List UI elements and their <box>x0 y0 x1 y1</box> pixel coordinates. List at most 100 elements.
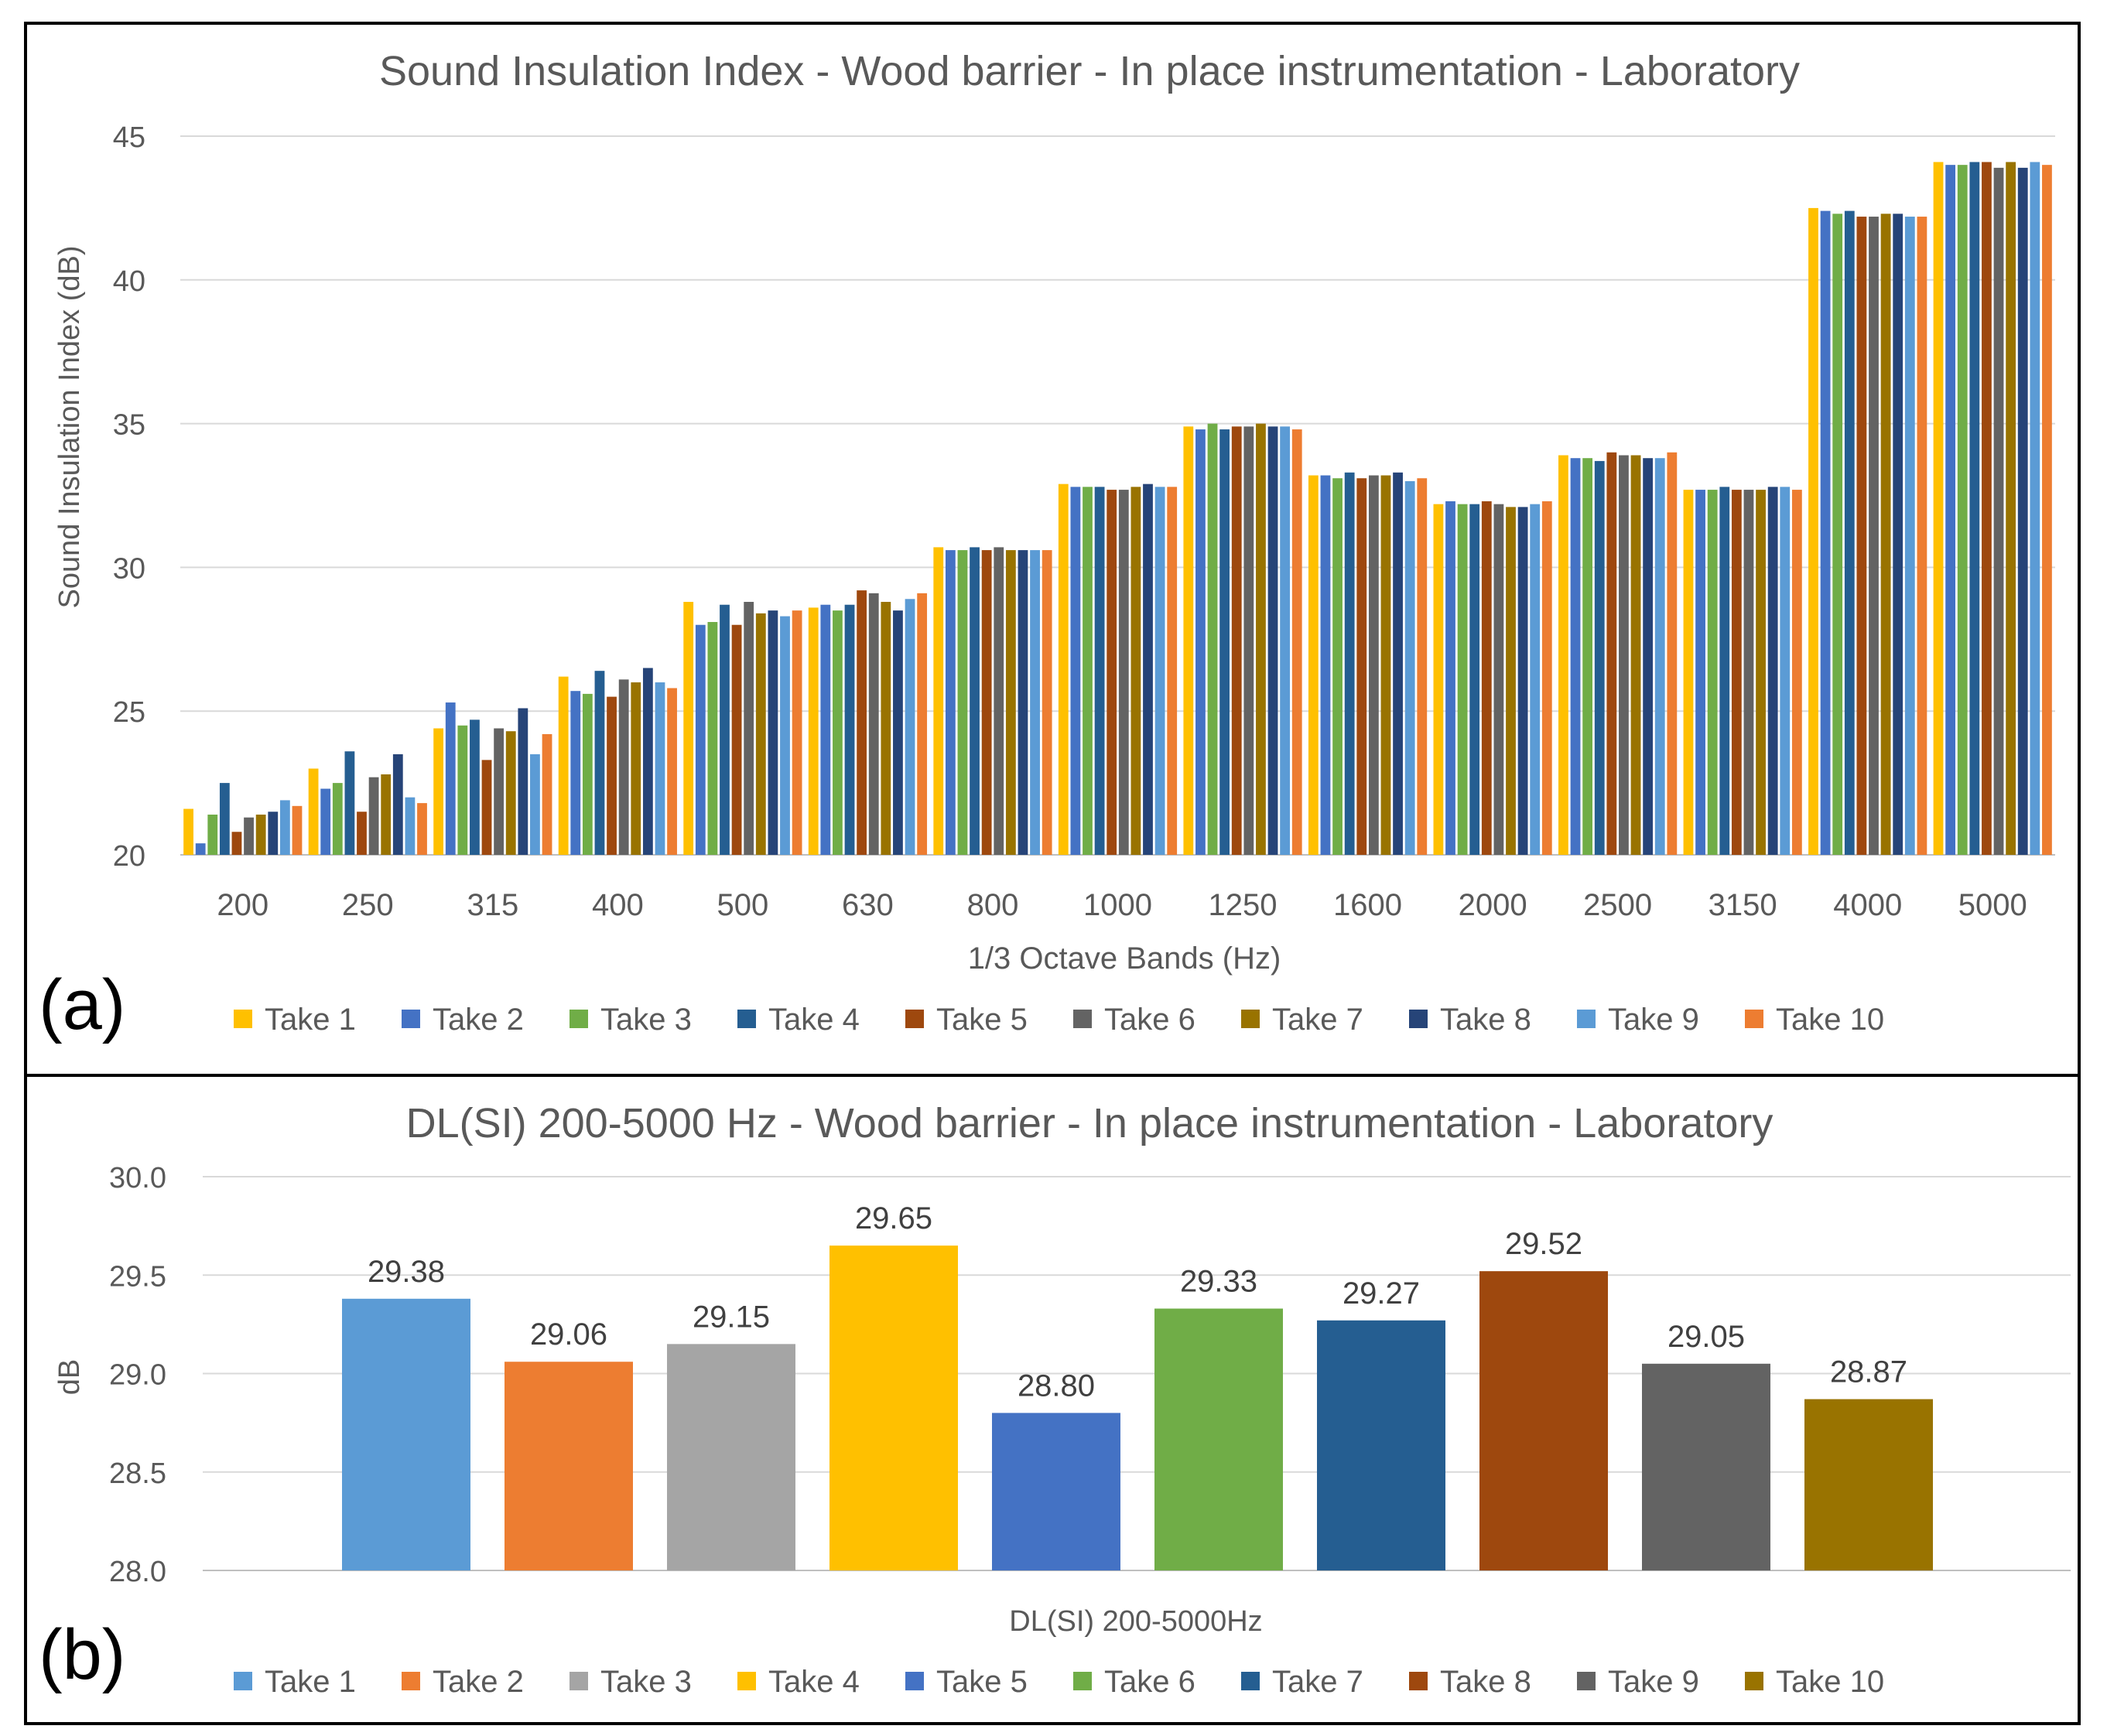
chart-b-legend-swatch <box>1745 1672 1763 1690</box>
chart-b-data-label: 29.15 <box>693 1300 770 1334</box>
chart-a-bar <box>357 812 367 855</box>
chart-a-y-tick-label: 30 <box>113 552 145 585</box>
panel-b: DL(SI) 200-5000 Hz - Wood barrier - In p… <box>24 1074 2081 1725</box>
chart-a-bar <box>1267 426 1278 855</box>
chart-b-data-label: 28.80 <box>1018 1369 1095 1403</box>
chart-a-bar <box>255 814 266 855</box>
chart-a-bar <box>268 812 279 855</box>
chart-a-bar <box>1445 501 1455 855</box>
chart-a-x-tick-label: 1250 <box>1209 888 1278 922</box>
chart-a-bar <box>530 754 540 855</box>
chart-a-bar <box>1743 490 1754 855</box>
chart-b-x-axis-label: DL(SI) 200-5000Hz <box>1009 1605 1262 1638</box>
chart-a-bar <box>1094 487 1105 855</box>
chart-a-y-tick-label: 25 <box>113 696 145 729</box>
chart-b-data-label: 28.87 <box>1830 1355 1907 1389</box>
chart-b-legend-label: Take 5 <box>936 1665 1028 1699</box>
panel-b-label: (b) <box>39 1615 125 1694</box>
chart-a-bar <box>320 788 331 855</box>
chart-b-legend-label: Take 4 <box>768 1665 860 1699</box>
chart-a-x-tick-label: 3150 <box>1709 888 1777 922</box>
chart-a-bar <box>1594 460 1605 855</box>
chart-a-bar <box>570 691 581 855</box>
chart-a-bar <box>244 817 254 855</box>
chart-a-bar <box>1042 550 1052 855</box>
chart-a-bar <box>381 774 392 855</box>
chart-a-bar <box>1356 478 1367 855</box>
chart-b-bar <box>1154 1308 1283 1570</box>
chart-a-bar <box>1917 217 1927 856</box>
chart-a-x-tick-label: 4000 <box>1833 888 1902 922</box>
chart-a-bar <box>219 783 230 855</box>
chart-b-y-ticks: 28.0 28.5 29.0 29.5 30.0 <box>109 1162 166 1588</box>
chart-a-legend-label: Take 3 <box>600 1003 692 1037</box>
chart-b-bar <box>1642 1363 1770 1570</box>
chart-a-bar <box>607 696 617 855</box>
chart-a-bar <box>1231 426 1242 855</box>
chart-a-bar <box>332 783 343 855</box>
chart-a-bar <box>618 679 629 855</box>
chart-b-legend-swatch <box>1241 1672 1260 1690</box>
chart-b-legend-swatch <box>1073 1672 1092 1690</box>
chart-a-bar <box>470 719 480 855</box>
chart-a-bar <box>1344 472 1355 855</box>
chart-a-bar <box>1619 455 1629 855</box>
chart-a-bar <box>1683 490 1694 855</box>
chart-a-bar <box>994 547 1004 855</box>
chart-b-bar <box>992 1413 1120 1570</box>
chart-a-bar <box>868 593 879 855</box>
chart-b-y-tick-label: 29.5 <box>109 1260 166 1293</box>
chart-a-bar <box>768 610 778 855</box>
chart-b-legend-swatch <box>570 1672 588 1690</box>
chart-b-legend-label: Take 6 <box>1104 1665 1195 1699</box>
chart-a-legend-label: Take 6 <box>1104 1003 1195 1037</box>
chart-b-y-tick-label: 29.0 <box>109 1359 166 1392</box>
chart-a-gridlines <box>180 135 2055 856</box>
chart-a-bar <box>881 601 891 855</box>
chart-a-bar <box>1606 452 1617 855</box>
chart-a-legend-swatch <box>234 1010 252 1028</box>
chart-a-bar <box>1904 217 1915 856</box>
chart-a-x-axis-label: 1/3 Octave Bands (Hz) <box>968 941 1281 976</box>
chart-b-data-label: 29.05 <box>1667 1320 1745 1354</box>
chart-a-bar <box>1643 458 1654 855</box>
chart-a-legend-label: Take 1 <box>265 1003 356 1037</box>
chart-b-legend-swatch <box>234 1672 252 1690</box>
chart-b-legend-label: Take 10 <box>1776 1665 1884 1699</box>
chart-a-x-tick-label: 800 <box>967 888 1019 922</box>
chart-a-bar <box>667 688 677 855</box>
chart-a-bar <box>1291 429 1302 855</box>
chart-a-bar <box>1005 550 1016 855</box>
chart-a-bar <box>183 808 193 855</box>
chart-a-bar <box>2042 165 2052 855</box>
chart-a-bar <box>1808 207 1818 855</box>
chart-a-y-tick-label: 20 <box>113 840 145 873</box>
chart-a-x-ticks: 200 250 315 400 500 630 800 1000 1250 1600 2000 250… <box>217 888 2027 922</box>
chart-a-bar <box>481 760 492 855</box>
chart-a-y-tick-label: 40 <box>113 265 145 298</box>
chart-a-x-tick-label: 400 <box>592 888 644 922</box>
chart-a-legend-label: Take 10 <box>1776 1003 1884 1037</box>
chart-a-bar <box>392 754 403 855</box>
chart-a-bar <box>1195 429 1206 855</box>
chart-a-bar <box>279 800 290 855</box>
chart-a-bar <box>368 777 379 855</box>
chart-a-bar <box>857 590 867 855</box>
chart-b-title: DL(SI) 200-5000 Hz - Wood barrier - In p… <box>406 1100 1774 1147</box>
chart-a-bar <box>1256 423 1266 855</box>
chart-b-legend-label: Take 7 <box>1272 1665 1363 1699</box>
chart-a-bar <box>1154 487 1165 855</box>
chart-a-bar <box>1481 501 1492 855</box>
chart-a-bar <box>1058 484 1069 855</box>
chart-a-x-tick-label: 250 <box>342 888 394 922</box>
chart-b-bar <box>1804 1399 1933 1570</box>
chart-b-legend-swatch <box>1409 1672 1428 1690</box>
chart-a-legend-swatch <box>402 1010 420 1028</box>
chart-a-bar <box>1332 478 1343 855</box>
chart-a-bar <box>2017 167 2028 856</box>
chart-a-bar <box>631 682 641 855</box>
chart-a-bar <box>905 599 915 855</box>
chart-a-bar <box>731 624 742 855</box>
chart-a-bar <box>820 604 831 855</box>
